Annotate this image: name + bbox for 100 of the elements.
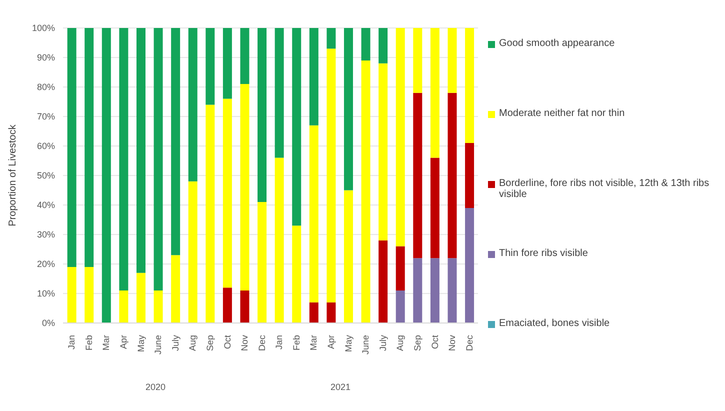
bar: [206, 28, 215, 105]
bar: [309, 302, 318, 323]
bar: [292, 28, 302, 226]
x-tick-label: May: [136, 334, 146, 352]
legend-label: Borderline, fore ribs not visible, 12th & 13th ribs visible: [499, 178, 710, 200]
legend-label: Good smooth appearance: [499, 38, 615, 49]
bar: [378, 240, 388, 323]
bar: [309, 28, 318, 126]
bar: [84, 266, 94, 323]
x-tick-label: Aug: [188, 335, 198, 352]
bar: [344, 190, 353, 323]
legend-label: Moderate neither fat nor thin: [499, 108, 625, 119]
legend-label: Emaciated, bones visible: [499, 318, 610, 329]
y-tick-label: 0%: [42, 318, 55, 328]
bar: [361, 28, 370, 60]
bar: [326, 48, 336, 302]
bar: [258, 202, 267, 323]
x-tick-label: Oct: [430, 334, 440, 350]
bar: [465, 208, 474, 323]
bar: [326, 302, 336, 323]
bar: [222, 98, 232, 288]
bar: [188, 181, 198, 323]
y-tick-label: 100%: [32, 23, 55, 34]
text: 2021: [329, 382, 352, 392]
x-tick-label: Oct: [222, 334, 232, 350]
bar: [206, 104, 215, 323]
bar: [84, 28, 94, 267]
bar: [378, 63, 388, 240]
y-tick-label: 50%: [36, 170, 55, 181]
bar: [448, 28, 457, 93]
y-tick-label: 90%: [36, 52, 55, 63]
bar: [274, 158, 284, 323]
bar: [119, 290, 128, 323]
x-tick-label: June: [360, 335, 371, 355]
bar: [154, 290, 163, 323]
x-tick-label: June: [153, 335, 164, 355]
bar: [430, 258, 440, 323]
bar: [361, 60, 370, 323]
bar: [344, 28, 353, 190]
x-tick-label: Jan: [66, 335, 77, 350]
bar: [413, 28, 422, 93]
bar: [396, 290, 405, 323]
bar: [222, 28, 232, 99]
x-tick-label: Mar: [101, 335, 112, 350]
bar: [413, 258, 422, 323]
bar: [171, 28, 180, 256]
bar: [396, 28, 405, 246]
x-tick-label: Dec: [256, 334, 267, 352]
y-tick-label: 80%: [36, 82, 55, 92]
bar: [378, 28, 388, 64]
x-tick-label: Nov: [240, 334, 250, 352]
y-tick-label: 60%: [36, 141, 55, 152]
x-tick-label: Apr: [118, 335, 129, 350]
bar: [154, 28, 163, 291]
x-tick-label: Sep: [204, 335, 215, 352]
bar: [136, 28, 146, 273]
y-tick-label: 40%: [36, 200, 55, 210]
bar: [136, 272, 146, 323]
bar: [465, 28, 474, 144]
bar: [309, 125, 318, 302]
x-tick-label: Feb: [84, 335, 94, 351]
y-tick-label: 70%: [36, 112, 55, 122]
bar: [119, 28, 128, 291]
x-tick-label: Nov: [447, 334, 458, 352]
bar: [430, 158, 440, 258]
x-tick-label: Aug: [395, 335, 406, 352]
bar: [258, 28, 267, 202]
bar: [413, 92, 422, 258]
bar: [240, 84, 250, 291]
bar: [67, 28, 76, 267]
x-tick-label: July: [378, 334, 388, 352]
bar: [222, 288, 232, 323]
bar: [171, 255, 180, 323]
x-tick-label: July: [170, 334, 180, 352]
bar: [102, 28, 111, 323]
y-tick-label: 10%: [36, 288, 55, 299]
y-axis-title: Proportion of Livestock: [8, 124, 19, 226]
x-tick-label: Dec: [464, 334, 474, 352]
x-tick-label: May: [343, 334, 354, 352]
text: 2020: [144, 382, 167, 392]
bar: [430, 28, 440, 158]
x-tick-label: Jan: [274, 335, 284, 350]
bar: [240, 28, 250, 84]
x-tick-label: Feb: [291, 335, 302, 351]
bar: [448, 92, 457, 258]
y-tick-label: 20%: [36, 259, 55, 270]
bar: [240, 290, 250, 323]
bar: [448, 258, 457, 323]
x-tick-label: Mar: [308, 335, 319, 350]
bar: [396, 246, 405, 291]
bar: [274, 28, 284, 158]
bar: [292, 226, 302, 323]
legend-label: Thin fore ribs visible: [499, 248, 588, 259]
x-tick-label: Apr: [326, 335, 336, 350]
bar: [67, 266, 76, 323]
x-tick-label: Sep: [412, 335, 422, 352]
bar: [188, 28, 198, 182]
bar: [465, 143, 474, 208]
bar: [326, 28, 336, 49]
y-tick-label: 30%: [36, 230, 55, 240]
